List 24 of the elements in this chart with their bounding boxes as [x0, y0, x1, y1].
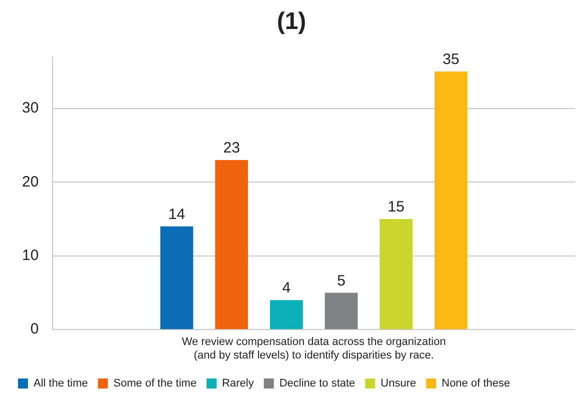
bar [380, 219, 413, 330]
data-label: 5 [337, 272, 346, 290]
legend-label: Rarely [222, 378, 254, 390]
x-tick-label: We review compensation data across the organization (and by staff levels) to identify disparities by race. [182, 336, 446, 362]
data-label: 4 [282, 280, 291, 297]
legend-label: Decline to state [279, 378, 356, 390]
data-label: 35 [442, 51, 460, 68]
y-tick-label: 30 [22, 100, 39, 117]
legend-label: Some of the time [113, 378, 197, 390]
legend-label: All the time [34, 378, 88, 390]
bar [160, 226, 194, 330]
bar [324, 292, 358, 330]
chart-title: (1) [276, 8, 306, 36]
data-label: 14 [168, 206, 186, 224]
y-tick-label: 20 [22, 173, 39, 190]
bar [270, 300, 303, 330]
data-label: 23 [223, 140, 240, 157]
legend-label: Unsure [380, 378, 416, 390]
y-tick-label: 0 [30, 320, 39, 338]
legend-label: None of these [442, 378, 510, 390]
y-tick-label: 10 [22, 247, 39, 264]
data-label: 15 [388, 198, 404, 216]
bar [215, 160, 248, 330]
bar [434, 72, 468, 330]
